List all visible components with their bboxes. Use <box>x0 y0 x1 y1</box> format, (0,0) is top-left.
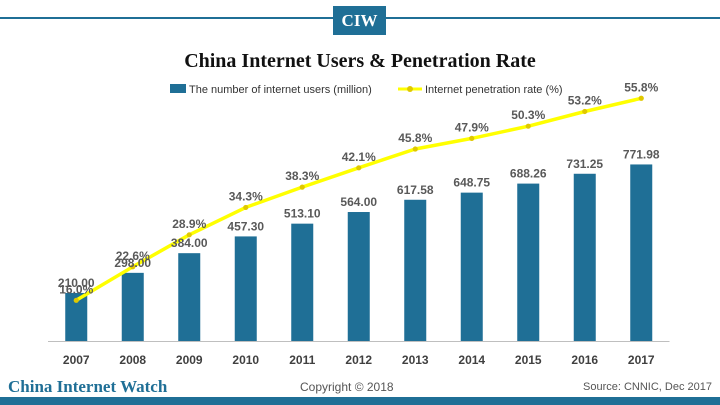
bar-2012 <box>347 212 370 341</box>
bar-value-label-2014: 648.75 <box>453 176 490 190</box>
x-tick-label-2013: 2013 <box>402 353 429 367</box>
bar-value-label-2016: 731.25 <box>566 157 603 171</box>
footer-brand: China Internet Watch <box>8 377 168 396</box>
legend-label-users: The number of internet users (million) <box>189 84 372 96</box>
penetration-point-2015 <box>525 123 531 129</box>
penetration-value-label-2009: 28.9% <box>172 217 206 231</box>
penetration-point-2014 <box>469 135 475 141</box>
bar-value-label-2011: 513.10 <box>284 207 321 221</box>
penetration-point-2016 <box>582 108 588 115</box>
legend-label-penetration: Internet penetration rate (%) <box>425 84 563 96</box>
penetration-point-2012 <box>356 165 362 171</box>
penetration-point-2007 <box>73 297 79 303</box>
bar-2013 <box>404 199 427 341</box>
x-tick-label-2017: 2017 <box>628 353 655 367</box>
penetration-point-2017 <box>638 95 644 101</box>
bar-value-label-2009: 384.00 <box>171 236 208 250</box>
bar-value-label-2015: 688.26 <box>510 167 547 181</box>
legend-marker-penetration <box>407 86 413 92</box>
bar-value-label-2017: 771.98 <box>623 147 660 161</box>
bar-value-label-2008: 298.00 <box>114 256 151 270</box>
penetration-point-2013 <box>412 146 418 152</box>
penetration-point-2010 <box>243 204 249 211</box>
penetration-value-label-2016: 53.2% <box>568 93 602 107</box>
bar-2014 <box>460 192 483 341</box>
bar-2008 <box>121 272 144 341</box>
penetration-point-2009 <box>186 232 192 238</box>
bar-2011 <box>291 223 314 341</box>
bar-2017 <box>630 164 653 341</box>
penetration-value-label-2008: 22.6% <box>116 249 150 263</box>
footer-copyright: Copyright © 2018 <box>300 380 394 394</box>
bar-2009 <box>178 253 201 341</box>
penetration-value-label-2011: 38.3% <box>285 169 319 183</box>
penetration-value-label-2010: 34.3% <box>229 189 263 203</box>
penetration-value-label-2015: 50.3% <box>511 108 545 122</box>
bar-value-label-2007: 210.00 <box>58 276 95 290</box>
bar-2016 <box>573 173 596 341</box>
x-tick-label-2011: 2011 <box>289 353 315 367</box>
x-tick-label-2009: 2009 <box>176 353 203 367</box>
footer-source: Source: CNNIC, Dec 2017 <box>583 381 712 393</box>
bar-value-label-2012: 564.00 <box>340 195 377 209</box>
footer-bar <box>0 397 720 405</box>
bar-value-label-2010: 457.30 <box>227 219 264 233</box>
ciw-logo: CIW <box>333 6 386 35</box>
penetration-point-2011 <box>299 184 305 190</box>
x-tick-label-2015: 2015 <box>515 353 542 367</box>
x-tick-label-2008: 2008 <box>119 353 146 367</box>
x-tick-label-2010: 2010 <box>232 353 259 367</box>
x-tick-label-2007: 2007 <box>63 353 90 367</box>
penetration-value-label-2012: 42.1% <box>342 150 376 164</box>
legend-swatch-users <box>170 84 186 93</box>
bar-2007 <box>65 292 88 341</box>
penetration-value-label-2017: 55.8% <box>624 80 658 94</box>
bar-value-label-2013: 617.58 <box>397 183 434 197</box>
penetration-value-label-2013: 45.8% <box>398 131 432 145</box>
bar-2015 <box>517 183 540 341</box>
bar-2010 <box>234 236 257 341</box>
chart-title: China Internet Users & Penetration Rate <box>184 50 536 72</box>
penetration-point-2008 <box>130 264 136 270</box>
x-tick-label-2014: 2014 <box>458 353 485 367</box>
penetration-value-label-2007: 16.0% <box>59 282 93 296</box>
x-tick-label-2016: 2016 <box>571 353 598 367</box>
x-tick-label-2012: 2012 <box>345 353 372 367</box>
penetration-value-label-2014: 47.9% <box>455 120 489 134</box>
